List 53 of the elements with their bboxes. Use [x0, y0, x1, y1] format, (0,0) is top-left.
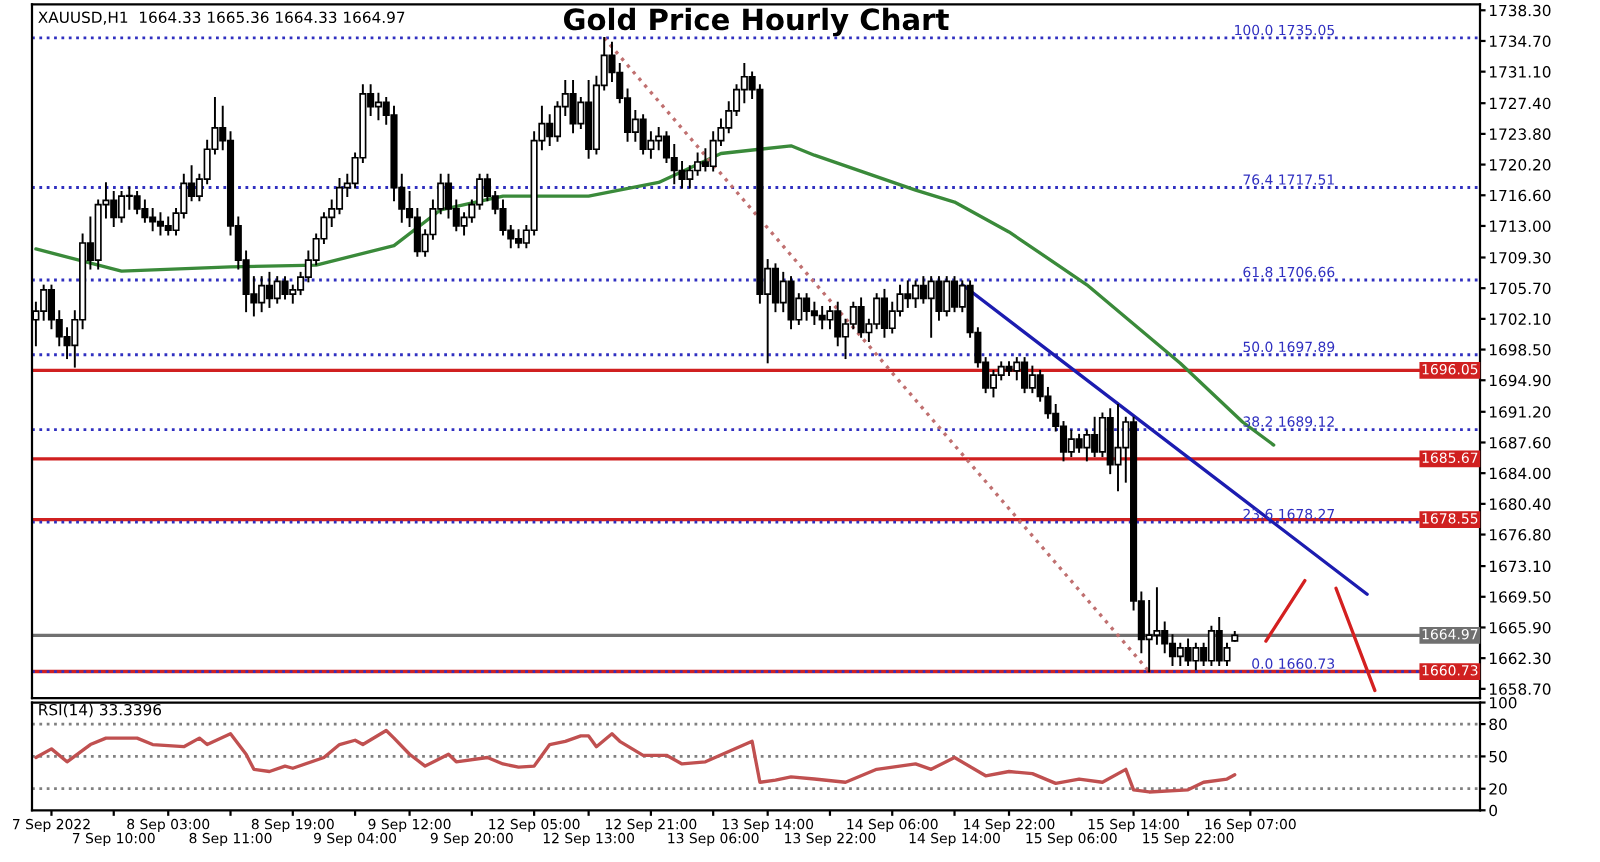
- candlestick: [779, 271, 787, 313]
- candlestick: [787, 276, 795, 330]
- candlestick: [569, 80, 577, 134]
- candlestick: [273, 276, 281, 304]
- candlestick: [1013, 357, 1021, 381]
- candlestick: [950, 276, 959, 313]
- candlestick: [117, 190, 126, 223]
- candlestick: [919, 276, 927, 304]
- candlestick: [857, 297, 865, 338]
- candlestick: [670, 144, 678, 185]
- candlestick: [585, 80, 593, 159]
- candlestick: [374, 92, 382, 121]
- line-series: [34, 728, 1237, 794]
- candlestick: [1176, 642, 1184, 666]
- candlestick: [1207, 625, 1215, 666]
- candlestick: [826, 305, 834, 330]
- candlestick: [281, 276, 289, 300]
- candlestick: [133, 190, 141, 215]
- candlestick: [701, 148, 709, 172]
- candlestick: [686, 165, 694, 189]
- candlestick: [943, 276, 951, 317]
- candlestick: [265, 271, 274, 308]
- candlestick: [1098, 412, 1106, 458]
- candlestick: [803, 293, 811, 321]
- candlestick: [1021, 357, 1029, 394]
- candlestick: [1091, 416, 1099, 458]
- candlestick: [834, 301, 842, 347]
- candlestick: [849, 301, 857, 330]
- candlestick: [810, 301, 818, 325]
- candlestick: [125, 186, 133, 210]
- candlestick: [141, 199, 149, 223]
- candlestick: [655, 126, 663, 151]
- candlestick: [904, 280, 912, 308]
- candlestick: [258, 276, 266, 313]
- candlestick: [1192, 642, 1200, 671]
- candlestick: [1083, 429, 1091, 462]
- chart-title: Gold Price Hourly Chart: [563, 7, 949, 37]
- candlestick: [1114, 404, 1122, 492]
- candlestick: [110, 190, 118, 227]
- candlestick: [1184, 638, 1192, 666]
- candlestick: [912, 280, 920, 308]
- candlestick: [149, 207, 157, 232]
- candlestick: [880, 288, 889, 338]
- candlestick: [156, 212, 165, 236]
- candlestick: [927, 276, 935, 338]
- line-series: [34, 144, 1276, 447]
- candlestick: [1067, 429, 1075, 458]
- candlestick: [818, 305, 826, 330]
- candlestick: [639, 114, 647, 155]
- candlestick: [1028, 365, 1036, 394]
- candlestick: [1215, 617, 1223, 666]
- candlestick: [546, 114, 554, 146]
- candlestick: [989, 369, 998, 398]
